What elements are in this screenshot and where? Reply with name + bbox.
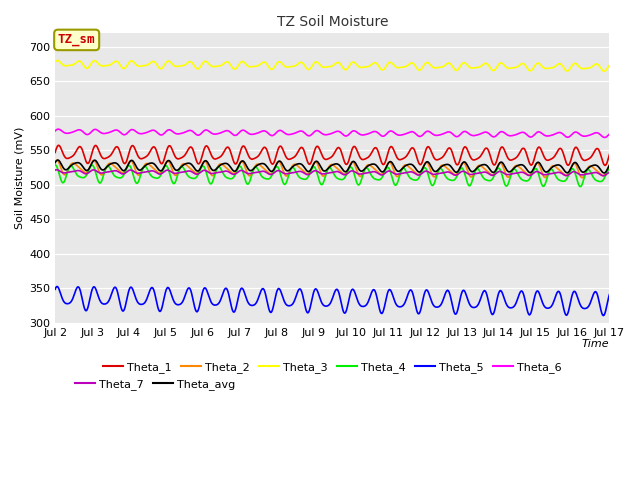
Theta_avg (54, 157, 61, 163)
Theta_1 (417, 162, 424, 168)
Theta_7 (605, 169, 613, 175)
Theta_3 (205, 60, 212, 66)
Theta_6 (119, 132, 127, 137)
Theta_avg (51, 160, 59, 166)
Theta_6 (54, 126, 62, 132)
Theta_6 (205, 128, 212, 134)
Theta_2 (119, 170, 127, 176)
Theta_4 (400, 165, 408, 171)
Theta_5 (119, 308, 127, 314)
Theta_6 (401, 132, 408, 137)
Theta_2 (62, 171, 70, 177)
Theta_3 (417, 67, 424, 72)
Text: TZ_sm: TZ_sm (58, 34, 95, 47)
Theta_1 (54, 143, 62, 148)
Theta_3 (54, 58, 61, 63)
Theta_avg (62, 167, 70, 173)
Theta_avg (600, 170, 608, 176)
Theta_4 (204, 175, 212, 181)
Theta_7 (205, 169, 212, 175)
Theta_4 (61, 177, 69, 182)
Theta_5 (600, 312, 607, 318)
Theta_3 (119, 65, 127, 71)
Theta_7 (175, 170, 183, 176)
Theta_2 (51, 159, 59, 165)
Theta_5 (51, 287, 59, 292)
Theta_5 (605, 291, 613, 297)
Theta_5 (62, 300, 70, 306)
Line: Theta_1: Theta_1 (55, 145, 609, 166)
Theta_1 (605, 152, 613, 157)
Theta_6 (417, 133, 424, 139)
Theta_3 (175, 63, 183, 69)
X-axis label: Time: Time (582, 339, 609, 349)
Theta_4 (576, 184, 584, 190)
Theta_7 (401, 170, 408, 176)
Theta_2 (401, 162, 408, 168)
Theta_2 (53, 157, 61, 163)
Theta_3 (401, 64, 408, 70)
Theta_5 (417, 307, 424, 313)
Line: Theta_avg: Theta_avg (55, 160, 609, 173)
Theta_1 (601, 163, 609, 168)
Theta_6 (62, 131, 70, 136)
Theta_5 (175, 302, 183, 308)
Theta_2 (417, 170, 424, 176)
Theta_2 (205, 166, 212, 171)
Theta_avg (175, 166, 183, 172)
Theta_7 (53, 167, 61, 173)
Theta_7 (600, 173, 607, 179)
Y-axis label: Soil Moisture (mV): Soil Moisture (mV) (15, 127, 25, 229)
Theta_6 (601, 134, 609, 140)
Theta_avg (401, 164, 408, 169)
Theta_avg (205, 161, 212, 167)
Theta_4 (175, 169, 182, 175)
Theta_5 (53, 284, 61, 289)
Theta_3 (600, 68, 608, 74)
Title: TZ Soil Moisture: TZ Soil Moisture (276, 15, 388, 29)
Theta_7 (119, 171, 127, 177)
Line: Theta_2: Theta_2 (55, 160, 609, 178)
Line: Theta_3: Theta_3 (55, 60, 609, 71)
Line: Theta_4: Theta_4 (55, 165, 609, 187)
Theta_6 (605, 131, 613, 137)
Line: Theta_6: Theta_6 (55, 129, 609, 137)
Theta_4 (51, 162, 59, 168)
Line: Theta_7: Theta_7 (55, 170, 609, 176)
Line: Theta_5: Theta_5 (55, 287, 609, 315)
Legend: Theta_7, Theta_avg: Theta_7, Theta_avg (70, 375, 240, 395)
Theta_1 (51, 150, 59, 156)
Theta_7 (417, 171, 424, 177)
Theta_1 (401, 155, 408, 161)
Theta_6 (51, 128, 59, 134)
Theta_1 (175, 156, 183, 162)
Theta_avg (417, 168, 424, 174)
Theta_2 (605, 162, 613, 168)
Theta_7 (51, 167, 59, 173)
Theta_3 (62, 63, 70, 69)
Theta_7 (62, 170, 70, 176)
Theta_1 (62, 155, 70, 161)
Theta_4 (416, 173, 424, 179)
Theta_avg (119, 168, 127, 173)
Theta_avg (605, 162, 613, 168)
Theta_4 (605, 166, 613, 172)
Theta_5 (205, 293, 212, 299)
Theta_3 (605, 62, 613, 68)
Theta_2 (175, 167, 183, 173)
Theta_1 (205, 145, 212, 151)
Theta_1 (119, 159, 127, 165)
Theta_4 (118, 174, 126, 180)
Theta_3 (51, 59, 59, 65)
Theta_6 (175, 131, 183, 137)
Theta_2 (578, 175, 586, 180)
Theta_5 (401, 301, 408, 307)
